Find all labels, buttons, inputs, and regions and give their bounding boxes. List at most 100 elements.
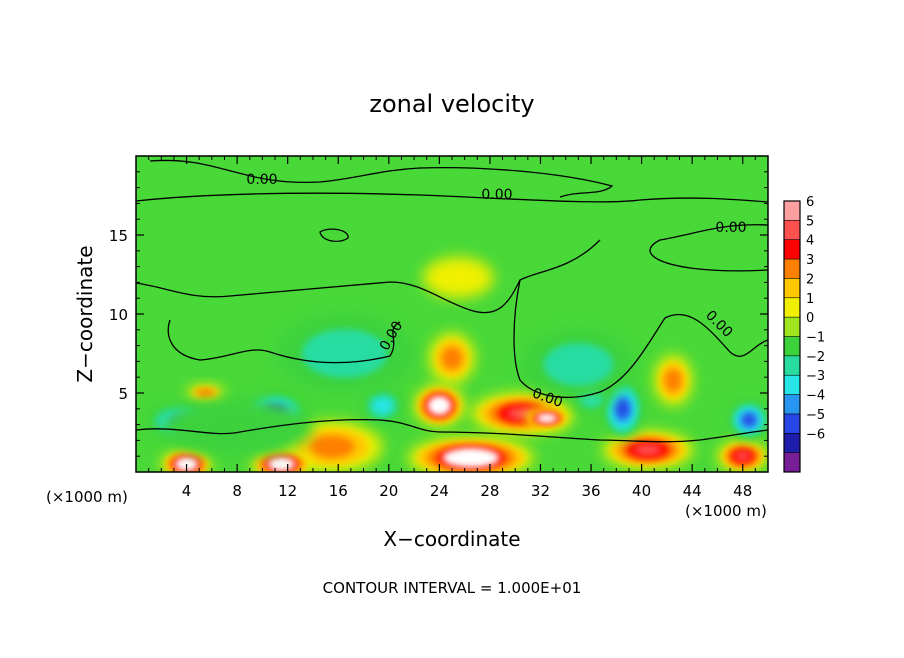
colorbar-swatch [784,413,800,434]
field-feature-negative [602,378,643,439]
x-tick-label: 20 [379,482,398,500]
x-unit-right: (×1000 m) [685,502,767,520]
field-band-peak [536,414,558,423]
field-feature-positive [251,449,312,472]
colorbar-label: 3 [806,253,814,268]
colorbar-label: −3 [806,369,825,384]
x-axis-ticks: 4 8 12 16 20 24 28 32 36 40 44 48 [148,156,756,500]
zero-contour-lower-middle [513,279,768,398]
colorbar-swatch [784,297,800,318]
field-band [197,389,214,397]
zero-contour-upper [136,192,768,203]
colorbar: 6 5 4 3 2 1 0 −1 −2 −3 −4 −5 −6 [783,195,825,473]
colorbar-swatch [784,452,800,473]
colorbar-label: −1 [806,331,825,346]
x-tick-label: 24 [430,482,449,500]
contour-label: 0.00 [246,172,277,188]
field-band-peak [427,396,451,415]
colorbar-label: 6 [806,195,814,210]
field-feature-positive [161,449,212,472]
colorbar-label: 4 [806,234,814,249]
colorbar-label: 0 [806,311,814,326]
colorbar-swatch [784,433,800,454]
colorbar-swatch [784,259,800,279]
field-feature-negative [728,400,768,439]
contour-label: 0.00 [481,187,512,203]
x-unit-left: (×1000 m) [46,488,128,506]
field-band [422,257,494,299]
field-feature-positive [717,440,768,472]
field-feature-positive [524,408,570,428]
field-band-peak [442,448,500,468]
colorbar-swatch [784,239,800,260]
x-tick-label: 48 [733,482,752,500]
field-band [301,329,388,378]
colorbar-label: −5 [806,408,825,423]
field-band-peak [267,457,296,471]
x-tick-label: 44 [683,482,702,500]
colorbar-label: −6 [806,427,825,442]
field-band [735,451,750,461]
colorbar-swatch [784,278,800,299]
x-tick-label: 8 [232,482,242,500]
field-feature-negative [161,399,313,457]
y-axis-ticks: 5 10 15 [109,171,768,457]
x-tick-label: 28 [480,482,499,500]
field-band [373,397,392,414]
x-tick-label: 12 [278,482,297,500]
field-feature-positive [186,385,225,401]
field-band [634,444,661,456]
field-feature-positive [422,257,494,299]
y-axis-label: Z−coordinate [73,245,97,382]
field-feature-negative [362,388,403,424]
field-feature-negative [275,314,415,393]
field-band [664,369,682,392]
zero-contours [136,159,768,443]
colorbar-label: 1 [806,292,814,307]
field-band [441,347,463,370]
zero-contour-island [319,228,349,243]
field-feature-positive [407,437,535,472]
plot-area: 0.000.000.000.000.000.00 [136,156,768,472]
y-tick-label: 5 [118,385,128,403]
colorbar-swatch [784,220,800,241]
colorbar-label: 2 [806,272,814,287]
y-tick-label: 10 [109,306,128,324]
colorbar-swatch [784,336,800,357]
y-tick-label: 15 [109,227,128,245]
x-tick-label: 16 [329,482,348,500]
field-feature-positive [414,385,465,427]
zero-contour-middle [136,239,601,314]
x-tick-label: 32 [531,482,550,500]
colorbar-swatch [784,201,800,221]
colorbar-swatch [784,355,800,376]
x-tick-label: 40 [632,482,651,500]
field-band [616,400,629,418]
field-feature-positive [654,355,693,406]
colorbar-swatch [784,394,800,415]
zero-contour-lower-left [167,319,401,364]
x-tick-label: 4 [182,482,192,500]
colorbar-swatch [784,317,800,337]
colorbar-label: −4 [806,389,825,404]
colorbar-label: −2 [806,350,825,365]
field-feature-positive [429,332,475,384]
contour-label: 0.00 [715,220,746,236]
field-feature-negative [521,329,636,400]
x-tick-label: 36 [581,482,600,500]
field-band [543,343,614,386]
colorbar-swatch [784,375,800,396]
field-band [161,399,313,457]
zero-contour-top [149,159,614,198]
zero-contour-bottom [136,419,768,443]
colorbar-label: 5 [806,214,814,229]
zero-contour-right-upper [649,224,768,272]
velocity-field [147,257,768,472]
field-band [309,435,355,458]
contour-interval-note: CONTOUR INTERVAL = 1.000E+01 [323,579,582,597]
chart-title: zonal velocity [369,90,534,118]
field-band [743,414,755,426]
x-axis-label: X−coordinate [383,527,520,551]
